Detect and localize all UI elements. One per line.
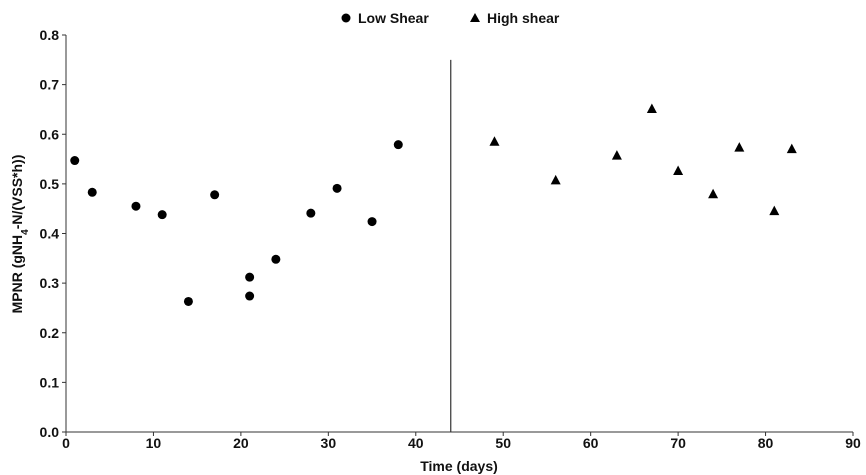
data-point-high-shear: [489, 136, 500, 146]
y-axis-title-part1: MPNR (gNH: [9, 235, 25, 314]
y-tick-label: 0.6: [40, 126, 60, 142]
data-point-high-shear: [611, 150, 622, 160]
data-point-high-shear: [550, 174, 561, 185]
y-tick-label: 0.4: [40, 226, 60, 242]
data-point-low-shear: [332, 183, 342, 193]
legend: Low Shear High shear: [341, 10, 560, 26]
x-tick-label: 90: [845, 435, 861, 451]
y-tick-label: 0.3: [40, 275, 60, 291]
data-point-high-shear: [769, 205, 780, 216]
y-axis-title: MPNR (gNH4-N/(VSS*h)): [9, 155, 31, 314]
data-point-low-shear: [367, 217, 377, 227]
data-point-low-shear: [157, 210, 167, 220]
data-point-high-shear: [646, 103, 657, 113]
data-point-low-shear: [131, 201, 141, 211]
x-tick-label: 70: [670, 435, 686, 451]
x-tick-label: 10: [146, 435, 162, 451]
data-point-low-shear: [70, 156, 80, 166]
data-point-low-shear: [245, 291, 255, 301]
data-point-high-shear: [786, 143, 797, 154]
x-axis-title: Time (days): [420, 458, 498, 474]
y-tick-label: 0.7: [40, 77, 60, 93]
y-axis-title-part2: -N/(VSS*h)): [9, 155, 25, 230]
legend-marker-low-shear: [341, 13, 351, 23]
x-tick-label: 50: [495, 435, 511, 451]
data-point-low-shear: [210, 190, 220, 200]
data-point-low-shear: [393, 140, 403, 150]
y-tick-label: 0.0: [40, 424, 60, 440]
data-point-high-shear: [734, 142, 745, 152]
legend-label-high-shear: High shear: [487, 10, 560, 26]
y-axis-title-subscript: 4: [20, 229, 31, 235]
x-tick-label: 30: [321, 435, 337, 451]
y-tick-label: 0.8: [40, 27, 60, 43]
x-tick-label: 0: [62, 435, 70, 451]
data-point-low-shear: [245, 272, 255, 282]
data-point-low-shear: [87, 187, 97, 197]
x-tick-label: 80: [758, 435, 774, 451]
x-tick-label: 40: [408, 435, 424, 451]
data-point-low-shear: [306, 208, 316, 218]
legend-label-low-shear: Low Shear: [358, 10, 429, 26]
x-tick-label: 60: [583, 435, 599, 451]
data-point-high-shear: [708, 188, 719, 199]
legend-marker-high-shear: [470, 13, 480, 22]
data-point-low-shear: [271, 254, 281, 264]
y-tick-label: 0.5: [40, 176, 60, 192]
y-tick-label: 0.1: [40, 374, 60, 390]
plot-area: 0.0 0.1 0.2 0.3 0.4 0.5 0.6 0.7 0.8 0 10 20 30 40 50 60…: [40, 27, 861, 451]
x-tick-label: 20: [233, 435, 249, 451]
y-tick-label: 0.2: [40, 325, 60, 341]
data-point-high-shear: [673, 165, 684, 175]
data-point-low-shear: [183, 296, 193, 306]
